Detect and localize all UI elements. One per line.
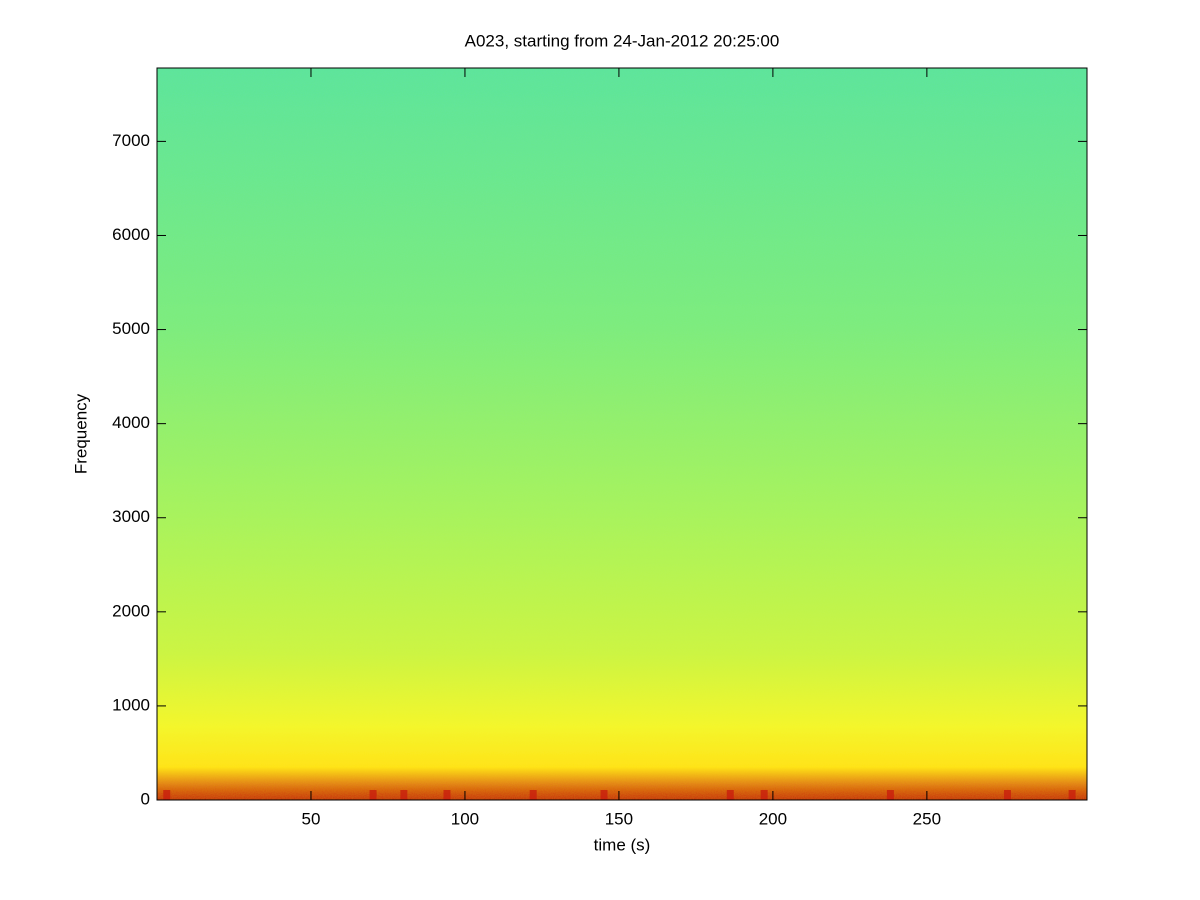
chart-title: A023, starting from 24-Jan-2012 20:25:00 [465, 31, 780, 50]
spectrogram-burst [443, 790, 451, 800]
x-tick-label: 250 [913, 809, 941, 828]
spectrogram-burst [886, 790, 894, 800]
x-tick-label: 100 [451, 809, 479, 828]
x-tick-label: 50 [302, 809, 321, 828]
y-tick-label: 3000 [112, 507, 150, 526]
x-axis-label: time (s) [594, 835, 651, 854]
y-axis-label: Frequency [71, 393, 90, 474]
plot-frame [156, 67, 1088, 801]
x-tick-label: 200 [759, 809, 787, 828]
y-tick-label: 6000 [112, 225, 150, 244]
y-tick-label: 4000 [112, 413, 150, 432]
spectrogram-burst [1068, 790, 1076, 800]
y-tick-label: 7000 [112, 131, 150, 150]
spectrogram-burst [369, 790, 377, 800]
spectrogram-burst [400, 790, 408, 800]
spectrogram-image [157, 68, 1087, 800]
y-tick-label: 2000 [112, 601, 150, 620]
y-tick-label: 1000 [112, 695, 150, 714]
y-tick-label: 5000 [112, 319, 150, 338]
spectrogram-burst [600, 790, 608, 800]
y-tick-label: 0 [141, 789, 150, 808]
spectrogram-burst [726, 790, 734, 800]
spectrogram-burst [1003, 790, 1011, 800]
x-tick-label: 150 [605, 809, 633, 828]
spectrogram-burst [760, 790, 768, 800]
spectrogram-burst [529, 790, 537, 800]
spectrogram-burst [163, 790, 171, 800]
